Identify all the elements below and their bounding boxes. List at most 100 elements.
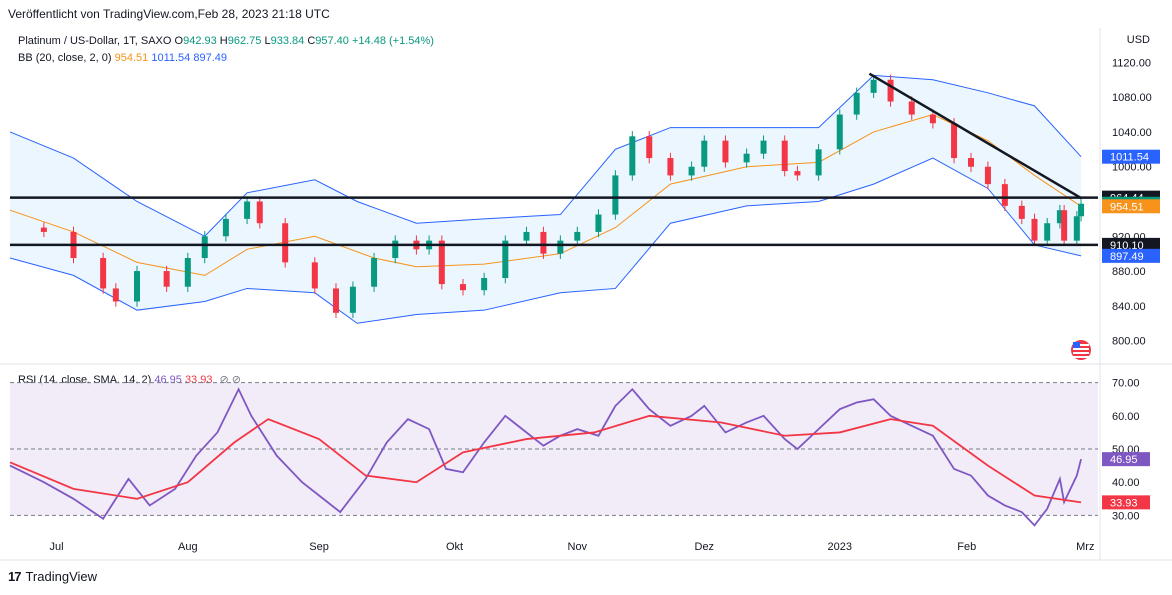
time-tick-label: Okt: [446, 541, 463, 553]
candle-body: [100, 258, 107, 289]
candle-body: [184, 258, 191, 287]
flag-stripe: [1073, 344, 1089, 346]
candle-body: [887, 79, 894, 102]
candle-body: [40, 227, 47, 232]
bb-lower-value: 897.49: [193, 52, 227, 64]
rsi-axis-label-box: [1102, 495, 1150, 510]
time-tick-label: Mrz: [1076, 541, 1094, 553]
price-axis-label-box: [1102, 237, 1160, 252]
candle-body: [853, 92, 860, 115]
time-tick-label: Dez: [695, 541, 715, 553]
time-tick-label: Nov: [568, 541, 588, 553]
candle-body: [282, 223, 289, 263]
bollinger-lower-line: [9, 157, 1082, 324]
open-value: 942.93: [183, 35, 217, 47]
candle-body: [256, 201, 263, 224]
candle-body: [459, 284, 466, 291]
candle-body: [244, 201, 251, 219]
time-axis[interactable]: Jul Aug Sep Okt Nov Dez 2023 Feb Mrz: [0, 541, 1172, 561]
price-legend: Platinum / US-Dollar, 1T, SAXO O942.93 H…: [18, 35, 434, 47]
flag-stripe: [1073, 352, 1089, 354]
candle-body: [951, 123, 958, 159]
candle-body: [502, 240, 509, 279]
symbol-label[interactable]: Platinum / US-Dollar, 1T, SAXO: [18, 35, 172, 47]
bb-mid-value: 954.51: [114, 52, 149, 64]
bb-label[interactable]: BB (20, close, 2, 0): [18, 52, 112, 64]
price-tick-label: 840.00: [1112, 301, 1146, 313]
price-tick-label: 1000.00: [1112, 162, 1152, 174]
rsi-tick-label: 60.00: [1112, 411, 1140, 423]
candle-body: [722, 140, 729, 163]
candle-body: [908, 101, 915, 115]
candle-body: [743, 153, 750, 163]
rsi-tick-label: 40.00: [1112, 477, 1140, 489]
candle-body: [760, 140, 767, 154]
candle-body: [1056, 210, 1063, 224]
candle-body: [540, 231, 547, 254]
bb-upper-value: 1011.54: [151, 52, 191, 64]
low-value: 933.84: [270, 35, 305, 47]
candle-body: [794, 171, 801, 176]
price-tick-label: 880.00: [1112, 266, 1146, 278]
candle-body: [1061, 210, 1068, 241]
price-axis-label-box: [1102, 149, 1160, 164]
time-tick-label: 2023: [828, 541, 852, 553]
candle-body: [201, 236, 208, 259]
candle-body: [967, 158, 974, 167]
rsi-axis-label: 33.93: [1110, 497, 1138, 509]
published-note: Veröffentlicht von TradingView.com,Feb 2…: [8, 7, 330, 21]
time-tick-label: Sep: [309, 541, 329, 553]
candle-body: [163, 271, 170, 287]
candle-body: [349, 286, 356, 313]
price-axis-label: 954.51: [1110, 201, 1144, 213]
flag-stripe: [1073, 356, 1089, 358]
time-tick-label: Aug: [178, 541, 198, 553]
brand-name: TradingView: [25, 569, 98, 584]
price-axis-label: 1011.54: [1110, 152, 1149, 164]
candle-body: [1073, 216, 1080, 241]
flag-stripe: [1073, 348, 1089, 350]
low-label: L: [264, 35, 271, 47]
candle-body: [481, 278, 488, 291]
candle-body: [1001, 184, 1008, 206]
price-tick-label: 1080.00: [1112, 92, 1152, 104]
time-tick-label: Jul: [50, 541, 64, 553]
candle-body: [392, 240, 399, 259]
bb-legend: BB (20, close, 2, 0) 954.51 1011.54 897.…: [18, 52, 227, 64]
footer-brand: 17 TradingView: [8, 569, 97, 584]
price-axis-label: 897.49: [1110, 251, 1144, 263]
close-value: 957.40: [315, 35, 349, 47]
candle-body: [688, 166, 695, 176]
candle-body: [815, 149, 822, 176]
us-flag-icon[interactable]: [1071, 340, 1091, 360]
price-axis-label-box: [1102, 199, 1160, 214]
price-axis-label-box: [1102, 248, 1160, 263]
rsi-series-rsi: [9, 387, 1082, 527]
flag-canton: [1073, 342, 1080, 348]
candle-body: [667, 158, 674, 176]
high-value: 962.75: [227, 35, 262, 47]
candle-body: [646, 136, 653, 159]
tradingview-logo-icon: 17: [8, 569, 22, 584]
trendline: [868, 72, 1082, 200]
candle-body: [984, 166, 991, 185]
price-pane[interactable]: 800.00840.00880.00920.00960.001000.00104…: [0, 28, 1172, 560]
candle-body: [371, 258, 378, 287]
candle-body: [595, 214, 602, 232]
candle-body: [112, 288, 119, 302]
price-tick-label: 800.00: [1112, 336, 1146, 348]
candle-body: [438, 240, 445, 285]
price-tick-label: 1120.00: [1112, 57, 1151, 69]
candle-body: [836, 114, 843, 150]
rsi-tick-label: 70.00: [1112, 378, 1140, 390]
change-value: +14.48 (+1.54%): [351, 35, 434, 47]
open-label: O: [174, 35, 184, 47]
price-tick-label: 1040.00: [1112, 127, 1152, 139]
candle-body: [523, 231, 530, 241]
candle-body: [629, 136, 636, 176]
rsi-axis-label: 46.95: [1110, 454, 1138, 466]
currency-label: USD: [1126, 34, 1150, 46]
candle-body: [311, 262, 318, 289]
